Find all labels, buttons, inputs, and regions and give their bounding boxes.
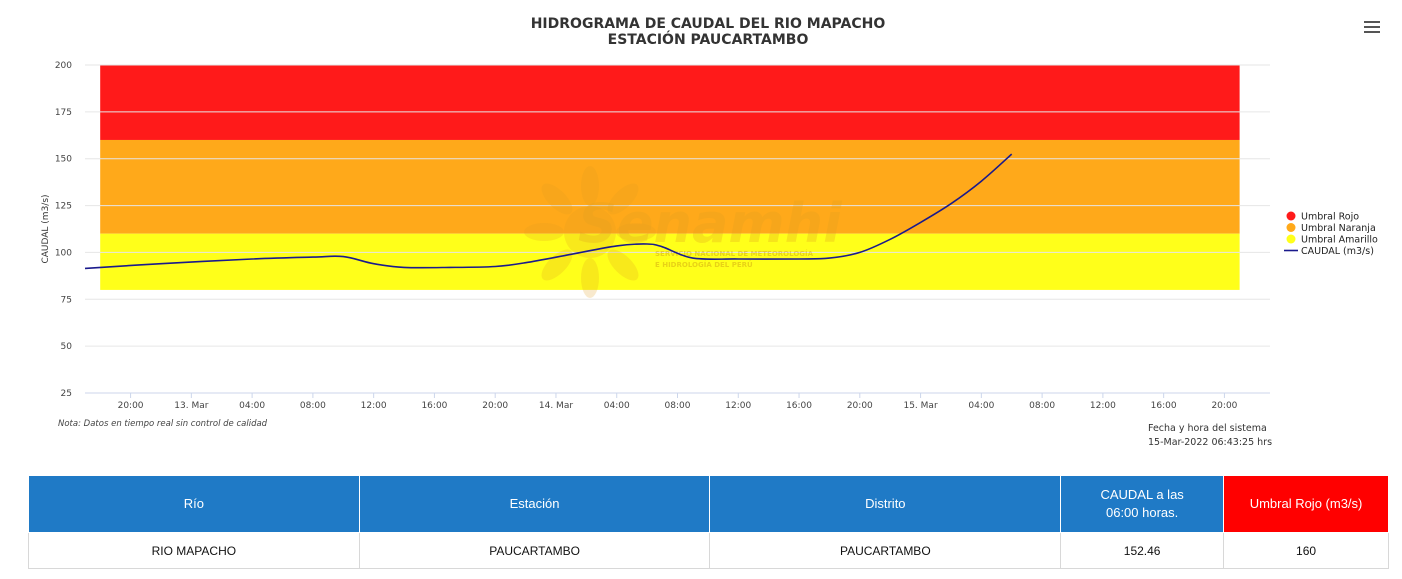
menu-bar xyxy=(1364,26,1380,28)
sun-logo-icon xyxy=(524,166,656,298)
legend-item-label: Umbral Amarillo xyxy=(1301,235,1378,246)
header-estacion: Estación xyxy=(358,475,711,533)
y-tick-label: 200 xyxy=(55,61,72,71)
y-axis-title: CAUDAL (m3/s) xyxy=(41,194,51,263)
x-tick-label: 20:00 xyxy=(482,401,508,411)
station-info-table: Río Estación Distrito CAUDAL a las 06:00… xyxy=(28,475,1389,569)
series-layer xyxy=(84,153,1013,270)
chart-canvas: HIDROGRAMA DE CAUDAL DEL RIO MAPACHO EST… xyxy=(41,16,1378,448)
hydrograph-chart: HIDROGRAMA DE CAUDAL DEL RIO MAPACHO EST… xyxy=(41,16,1382,448)
band-umbral-amarillo xyxy=(100,233,1240,290)
y-tick-label: 75 xyxy=(61,295,72,305)
cell-rio: RIO MAPACHO xyxy=(28,532,360,569)
x-tick-label: 16:00 xyxy=(786,401,812,411)
header-umbral-rojo: Umbral Rojo (m3/s) xyxy=(1223,475,1389,533)
watermark-line2: E HIDROLOGÍA DEL PERÚ xyxy=(655,260,753,269)
x-tick-label: 08:00 xyxy=(1029,401,1055,411)
watermark-line1: SERVICIO NACIONAL DE METEOROLOGÍA xyxy=(655,249,814,258)
chart-title-line2: ESTACIÓN PAUCARTAMBO xyxy=(608,30,809,48)
header-caudal: CAUDAL a las 06:00 horas. xyxy=(1060,475,1225,533)
header-caudal-line1: CAUDAL a las xyxy=(1100,487,1184,502)
x-tick-label: 16:00 xyxy=(1151,401,1177,411)
y-tick-label: 125 xyxy=(55,202,72,212)
x-tick-label: 20:00 xyxy=(118,401,144,411)
band-umbral-rojo xyxy=(100,65,1240,140)
system-datetime-label: Fecha y hora del sistema xyxy=(1148,423,1267,434)
table-row: RIO MAPACHO PAUCARTAMBO PAUCARTAMBO 152.… xyxy=(28,532,1389,569)
header-rio: Río xyxy=(28,475,360,533)
y-tick-label: 150 xyxy=(55,155,72,165)
x-tick-label: 04:00 xyxy=(968,401,994,411)
x-tick-label: 14. Mar xyxy=(539,401,573,411)
x-tick-label: 16:00 xyxy=(421,401,447,411)
x-tick-label: 15. Mar xyxy=(903,401,937,411)
y-axis-ticks: 25 50 75 100 125 150 175 200 xyxy=(55,61,72,399)
legend-marker xyxy=(1286,211,1296,221)
y-tick-label: 100 xyxy=(55,248,72,258)
chart-title-line1: HIDROGRAMA DE CAUDAL DEL RIO MAPACHO xyxy=(531,16,886,32)
system-datetime-value: 15-Mar-2022 06:43:25 hrs xyxy=(1148,437,1272,448)
y-tick-label: 25 xyxy=(61,389,72,399)
legend-item-label: CAUDAL (m3/s) xyxy=(1301,246,1374,257)
legend-marker xyxy=(1286,223,1296,232)
legend-marker xyxy=(1286,234,1296,244)
x-tick-label: 04:00 xyxy=(239,401,265,411)
cell-distrito: PAUCARTAMBO xyxy=(709,532,1062,569)
x-tick-label: 08:00 xyxy=(665,401,691,411)
header-caudal-line2: 06:00 horas. xyxy=(1105,505,1179,520)
x-tick-label: 08:00 xyxy=(300,401,326,411)
menu-bar xyxy=(1364,31,1380,33)
menu-bar xyxy=(1364,21,1380,23)
x-tick-label: 12:00 xyxy=(1090,401,1116,411)
cell-caudal: 152.46 xyxy=(1060,532,1225,569)
x-axis-ticks: 20:00 13. Mar 04:00 08:00 12:00 16:00 20:00 14.… xyxy=(118,393,1238,411)
x-tick-label: 13. Mar xyxy=(174,401,208,411)
legend-item-label: Umbral Rojo xyxy=(1301,212,1359,223)
y-tick-label: 175 xyxy=(55,108,72,118)
table-header-row: Río Estación Distrito CAUDAL a las 06:00… xyxy=(28,475,1389,533)
band-umbral-naranja xyxy=(100,139,1240,234)
x-tick-label: 12:00 xyxy=(361,401,387,411)
y-tick-label: 50 xyxy=(61,342,73,352)
quality-note: Nota: Datos en tiempo real sin control d… xyxy=(58,419,268,429)
hamburger-menu-icon[interactable] xyxy=(1362,18,1382,36)
legend-item-label: Umbral Naranja xyxy=(1301,223,1376,234)
cell-umbral: 160 xyxy=(1223,532,1389,569)
x-tick-label: 04:00 xyxy=(604,401,630,411)
x-tick-label: 12:00 xyxy=(725,401,751,411)
series-line-caudal xyxy=(84,153,1013,270)
threshold-bands xyxy=(100,65,1240,290)
cell-estacion: PAUCARTAMBO xyxy=(358,532,711,569)
x-tick-label: 20:00 xyxy=(847,401,873,411)
x-tick-label: 20:00 xyxy=(1211,401,1237,411)
header-distrito: Distrito xyxy=(709,475,1062,533)
